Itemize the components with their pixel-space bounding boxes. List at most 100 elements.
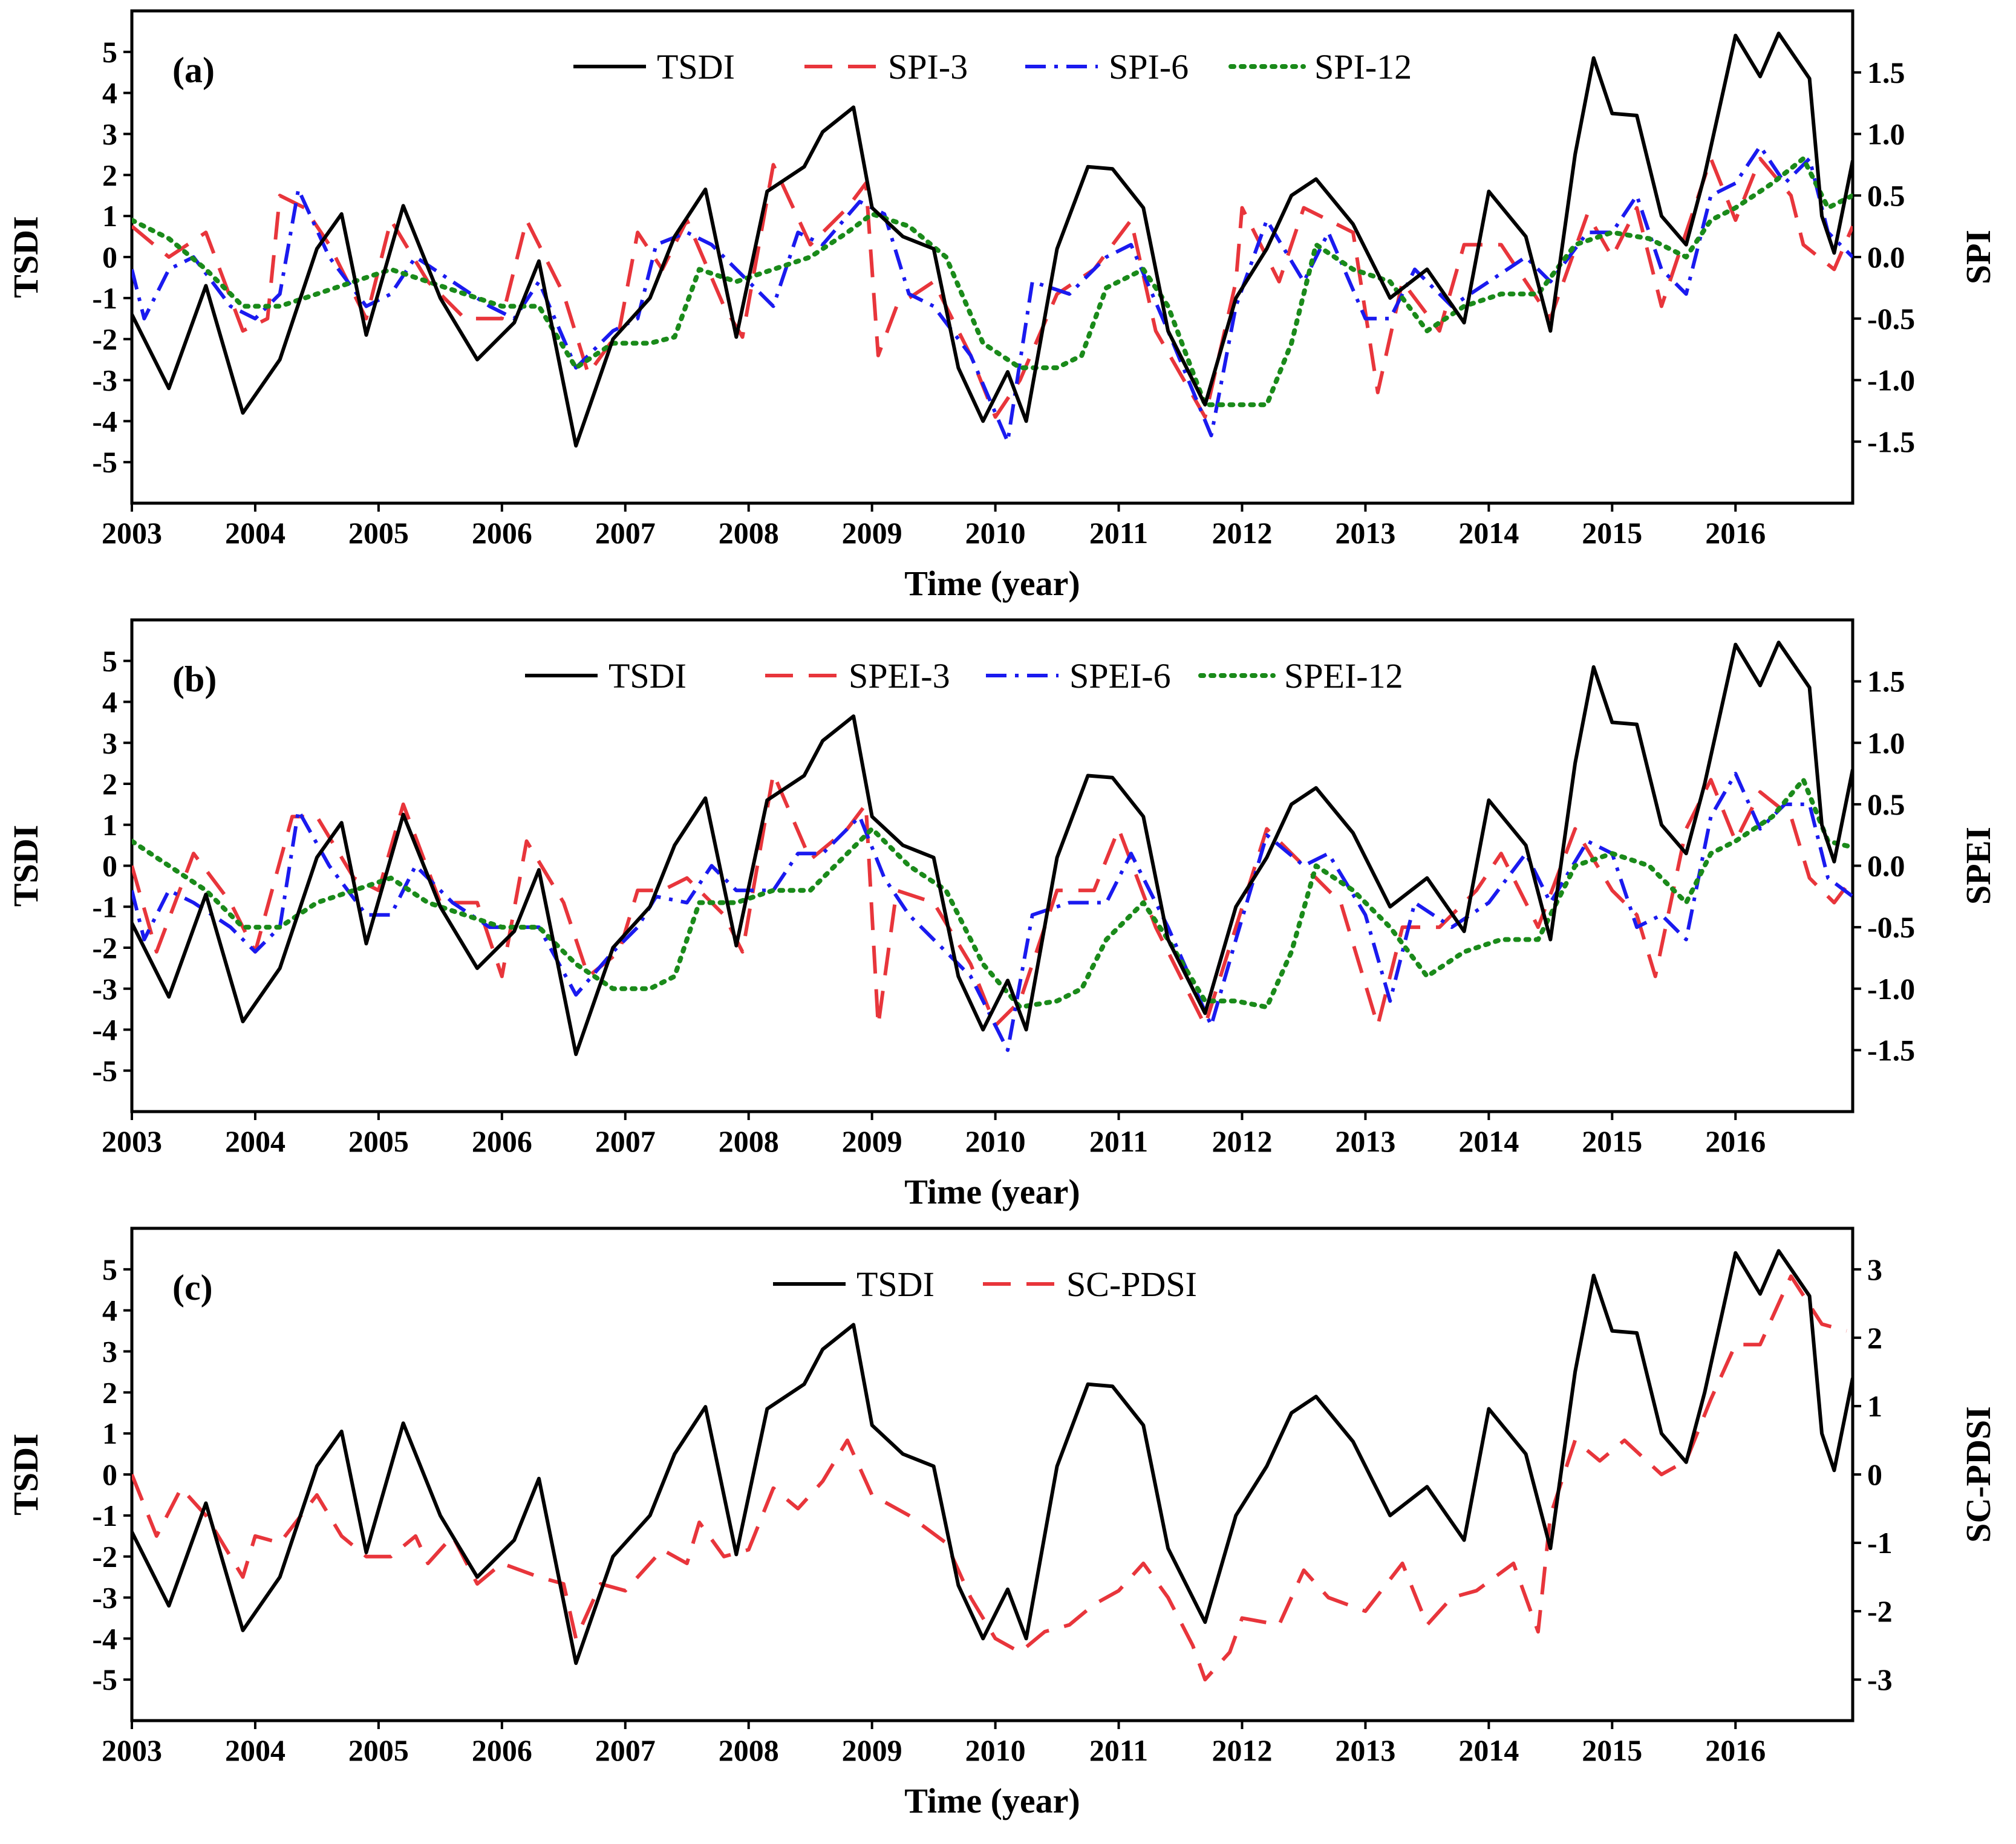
y-left-tick-label-c: -1 xyxy=(92,1499,117,1533)
x-tick-label-a: 2005 xyxy=(348,516,409,550)
y-left-tick-label-b: -3 xyxy=(92,972,117,1006)
y-left-axis-title-a: TSDI xyxy=(6,216,45,298)
x-axis-title-c: Time (year) xyxy=(904,1781,1080,1820)
y-right-tick-label-a: 1.5 xyxy=(1867,56,1905,90)
x-tick-label-a: 2007 xyxy=(595,516,656,550)
legend-label-sc-pdsi-c: SC-PDSI xyxy=(1066,1265,1197,1304)
y-right-tick-label-a: 0.0 xyxy=(1867,240,1905,274)
y-right-tick-label-a: -0.5 xyxy=(1867,302,1915,336)
series-line-spei-3-b xyxy=(132,772,1853,1028)
x-tick-label-c: 2014 xyxy=(1458,1733,1519,1767)
y-right-tick-label-c: -2 xyxy=(1867,1594,1893,1628)
y-left-tick-label-b: 5 xyxy=(102,644,117,678)
y-right-tick-label-a: -1.0 xyxy=(1867,363,1915,397)
y-left-tick-label-b: -1 xyxy=(92,890,117,924)
y-left-tick-label-c: -4 xyxy=(92,1621,117,1655)
y-right-tick-label-b: -0.5 xyxy=(1867,910,1915,944)
x-tick-label-c: 2005 xyxy=(348,1733,409,1767)
y-right-tick-label-b: 0.0 xyxy=(1867,849,1905,883)
series-line-spei-12-b xyxy=(132,777,1853,1010)
y-left-tick-label-b: -4 xyxy=(92,1013,117,1047)
series-line-spi-12-a xyxy=(132,156,1853,408)
x-tick-label-c: 2012 xyxy=(1212,1733,1272,1767)
y-right-tick-label-c: 2 xyxy=(1867,1321,1882,1355)
legend-label-spi-12-a: SPI-12 xyxy=(1314,47,1412,86)
x-tick-label-c: 2006 xyxy=(472,1733,532,1767)
y-left-tick-label-a: -4 xyxy=(92,404,117,438)
y-left-tick-label-a: 0 xyxy=(102,240,117,274)
y-left-tick-label-b: -2 xyxy=(92,931,117,965)
y-left-tick-label-a: 4 xyxy=(102,76,117,110)
y-left-tick-label-b: 0 xyxy=(102,849,117,883)
series-line-tsdi-b xyxy=(132,640,1853,1057)
y-left-tick-label-a: -1 xyxy=(92,281,117,315)
series-line-spi-3-a xyxy=(132,157,1853,419)
x-tick-label-c: 2015 xyxy=(1582,1733,1642,1767)
x-tick-label-a: 2010 xyxy=(965,516,1026,550)
x-tick-label-c: 2004 xyxy=(225,1733,285,1767)
x-tick-label-b: 2010 xyxy=(965,1124,1026,1158)
y-right-tick-label-c: -3 xyxy=(1867,1663,1893,1696)
x-tick-label-a: 2004 xyxy=(225,516,285,550)
x-tick-label-b: 2008 xyxy=(719,1124,779,1158)
y-right-tick-label-c: 0 xyxy=(1867,1458,1882,1491)
y-left-tick-label-a: 1 xyxy=(102,199,117,233)
y-right-tick-label-c: -1 xyxy=(1867,1526,1893,1560)
x-tick-label-b: 2005 xyxy=(348,1124,409,1158)
y-right-tick-label-c: 1 xyxy=(1867,1389,1882,1423)
y-left-tick-label-c: 0 xyxy=(102,1458,117,1491)
y-left-tick-label-b: 2 xyxy=(102,767,117,801)
y-right-tick-label-b: -1.5 xyxy=(1867,1033,1915,1067)
x-tick-label-a: 2014 xyxy=(1458,516,1519,550)
panel-c: 2003 2004 2005 2006 2007 2008 2009 2010 2011 2012… xyxy=(6,1227,1998,1820)
y-left-tick-label-c: 1 xyxy=(102,1416,117,1450)
legend-label-spei-12-b: SPEI-12 xyxy=(1284,656,1403,696)
y-left-tick-label-b: 1 xyxy=(102,808,117,842)
x-tick-label-a: 2009 xyxy=(842,516,902,550)
y-left-tick-label-c: -2 xyxy=(92,1540,117,1574)
x-tick-label-b: 2011 xyxy=(1089,1124,1148,1158)
x-tick-label-b: 2003 xyxy=(102,1124,162,1158)
x-tick-label-b: 2009 xyxy=(842,1124,902,1158)
x-tick-label-c: 2010 xyxy=(965,1733,1026,1767)
y-right-axis-title-b: SPEI xyxy=(1959,827,1998,905)
y-right-tick-label-b: -1.0 xyxy=(1867,972,1915,1006)
y-right-tick-label-b: 1.0 xyxy=(1867,726,1905,760)
x-tick-label-b: 2016 xyxy=(1705,1124,1766,1158)
x-axis-title-b: Time (year) xyxy=(904,1172,1080,1211)
y-left-tick-label-c: 2 xyxy=(102,1375,117,1409)
legend-label-spi-6-a: SPI-6 xyxy=(1109,47,1189,86)
x-tick-label-c: 2016 xyxy=(1705,1733,1766,1767)
y-right-tick-label-a: 0.5 xyxy=(1867,178,1905,212)
x-tick-label-c: 2003 xyxy=(102,1733,162,1767)
x-tick-label-b: 2014 xyxy=(1458,1124,1519,1158)
x-tick-label-a: 2013 xyxy=(1335,516,1395,550)
y-right-tick-label-b: 0.5 xyxy=(1867,787,1905,821)
x-tick-label-a: 2006 xyxy=(472,516,532,550)
y-left-axis-title-c: TSDI xyxy=(6,1433,45,1515)
y-left-tick-label-a: 5 xyxy=(102,35,117,69)
series-line-tsdi-a xyxy=(132,31,1853,448)
x-tick-label-b: 2006 xyxy=(472,1124,532,1158)
y-left-tick-label-a: 2 xyxy=(102,158,117,192)
x-tick-label-c: 2007 xyxy=(595,1733,656,1767)
y-left-axis-title-b: TSDI xyxy=(6,825,45,907)
x-tick-label-a: 2012 xyxy=(1212,516,1272,550)
x-tick-label-c: 2011 xyxy=(1089,1733,1148,1767)
legend-label-spei-6-b: SPEI-6 xyxy=(1069,656,1171,696)
y-left-tick-label-a: -2 xyxy=(92,322,117,356)
y-left-tick-label-a: 3 xyxy=(102,117,117,151)
legend-label-tsdi-c: TSDI xyxy=(856,1265,935,1304)
x-tick-label-b: 2012 xyxy=(1212,1124,1272,1158)
series-line-spi-6-a xyxy=(132,144,1853,444)
y-left-tick-label-a: -5 xyxy=(92,445,117,479)
panel-label-c: (c) xyxy=(172,1268,213,1308)
x-tick-label-a: 2011 xyxy=(1089,516,1148,550)
y-left-tick-label-c: 5 xyxy=(102,1253,117,1286)
legend-label-tsdi-b: TSDI xyxy=(608,656,687,696)
y-right-axis-title-a: SPI xyxy=(1959,230,1998,284)
legend-label-tsdi-a: TSDI xyxy=(657,47,735,86)
y-left-tick-label-a: -3 xyxy=(92,363,117,397)
y-right-tick-label-b: 1.5 xyxy=(1867,665,1905,699)
